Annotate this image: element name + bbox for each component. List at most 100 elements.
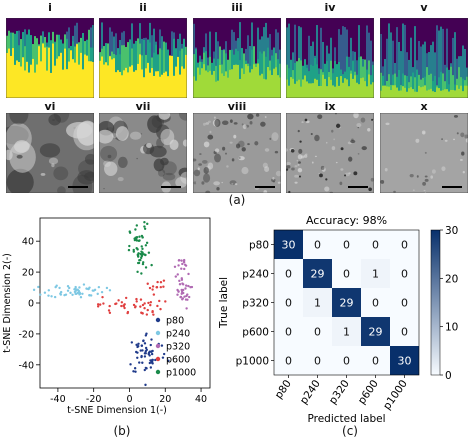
matrix-cell: [361, 288, 390, 317]
data-point-p240: [47, 294, 50, 297]
data-point-p80: [129, 363, 132, 366]
data-point-p1000: [144, 244, 148, 247]
x-tick-label: 20: [159, 394, 171, 405]
data-point-p600: [101, 295, 104, 299]
data-point-p240: [47, 289, 51, 292]
matrix-cell-value: 0: [314, 239, 321, 252]
data-point-p80: [148, 361, 152, 365]
data-point-p1000: [140, 245, 143, 248]
matrix-cell: [274, 259, 303, 288]
data-point-p80: [143, 368, 146, 372]
data-point-p80: [161, 356, 165, 359]
y-category-label: p600: [242, 327, 269, 339]
data-point-p1000: [139, 256, 143, 260]
legend-marker-p240: [155, 330, 161, 336]
data-point-p80: [147, 351, 151, 354]
y-tick-label: -20: [18, 329, 34, 340]
x-category-label: p320: [327, 378, 352, 407]
scale-bar: [68, 186, 88, 188]
data-point-p240: [93, 288, 97, 292]
colorbar-tick-label: 10: [445, 322, 458, 334]
data-point-p320: [187, 295, 191, 299]
matrix-cell: [332, 346, 361, 375]
matrix-cell-value: 0: [401, 297, 408, 310]
data-point-p320: [179, 295, 182, 299]
data-point-p600: [124, 296, 128, 300]
data-point-p1000: [136, 270, 139, 274]
data-point-p1000: [145, 241, 149, 245]
data-point-p600: [123, 303, 126, 306]
data-point-p320: [173, 265, 177, 269]
spectrogram-label-i: i: [48, 1, 52, 14]
data-point-p240: [63, 293, 66, 297]
matrix-cell: [390, 346, 419, 375]
spectrogram-label-ii: ii: [139, 1, 147, 14]
matrix-cell-value: 0: [285, 355, 292, 368]
data-point-p240: [81, 292, 84, 295]
data-point-p320: [177, 264, 180, 267]
data-point-p600: [96, 303, 100, 306]
scale-bar: [161, 186, 181, 188]
matrix-cell-value: 0: [401, 268, 408, 281]
data-point-p1000: [143, 227, 147, 231]
data-point-p600: [155, 286, 158, 289]
legend-marker-p320: [155, 343, 161, 349]
data-point-p600: [139, 298, 143, 301]
sem-label-ix: ix: [324, 100, 336, 113]
data-point-p320: [181, 282, 184, 285]
data-point-p80: [150, 352, 154, 356]
sem-label-vii: vii: [135, 100, 151, 113]
scale-bar: [442, 186, 462, 188]
data-point-p600: [147, 301, 150, 305]
data-point-p600: [159, 307, 162, 311]
data-point-p80: [135, 343, 138, 347]
tsne-plot-frame: [39, 217, 211, 389]
data-point-p1000: [136, 248, 139, 251]
data-point-p600: [141, 303, 145, 307]
data-point-p1000: [144, 253, 147, 257]
data-point-p320: [180, 259, 183, 262]
data-point-p80: [141, 349, 144, 352]
matrix-cell-value: 0: [285, 297, 292, 310]
data-point-p600: [135, 300, 138, 303]
sem-image-viii: [193, 113, 281, 193]
data-point-p600: [132, 303, 136, 307]
spectrogram-iii: [193, 18, 281, 98]
sem-image-x: [380, 113, 468, 193]
data-point-p600: [114, 302, 117, 306]
y-category-label: p240: [242, 269, 269, 281]
data-point-p1000: [137, 239, 141, 243]
matrix-cell-value: 0: [343, 239, 350, 252]
data-point-p320: [174, 275, 178, 278]
data-point-p600: [162, 285, 165, 288]
data-point-p80: [132, 370, 135, 373]
data-point-p600: [149, 303, 152, 307]
matrix-cell-value: 29: [311, 268, 325, 281]
data-point-p1000: [146, 222, 149, 226]
data-point-p320: [182, 288, 185, 292]
data-point-p1000: [150, 263, 153, 267]
spectrogram-i: [6, 18, 94, 98]
data-point-p600: [151, 288, 154, 291]
data-point-p240: [37, 285, 40, 289]
data-point-p1000: [142, 261, 145, 264]
colorbar: [430, 229, 441, 376]
data-point-p600: [143, 307, 146, 310]
data-point-p240: [68, 286, 71, 290]
data-point-p80: [142, 339, 145, 343]
data-point-p80: [144, 366, 148, 370]
data-point-p320: [177, 259, 181, 262]
colorbar-tick-label: 0: [445, 370, 452, 382]
data-point-p320: [182, 261, 186, 264]
data-point-p600: [159, 281, 163, 284]
y-category-label: p1000: [236, 356, 269, 368]
data-point-p240: [74, 285, 77, 289]
data-point-p1000: [132, 248, 135, 252]
matrix-cell-value: 0: [285, 268, 292, 281]
matrix-cell: [332, 259, 361, 288]
matrix-cell-value: 0: [372, 297, 379, 310]
confusion-matrix: Accuracy: 98%30 0 0 0 00 29 0 1 00 1 29 0 00 0 1 29 00 0 0…: [218, 214, 458, 425]
y-category-label: p320: [242, 298, 269, 310]
data-point-p320: [190, 285, 194, 289]
data-point-p1000: [136, 253, 140, 256]
